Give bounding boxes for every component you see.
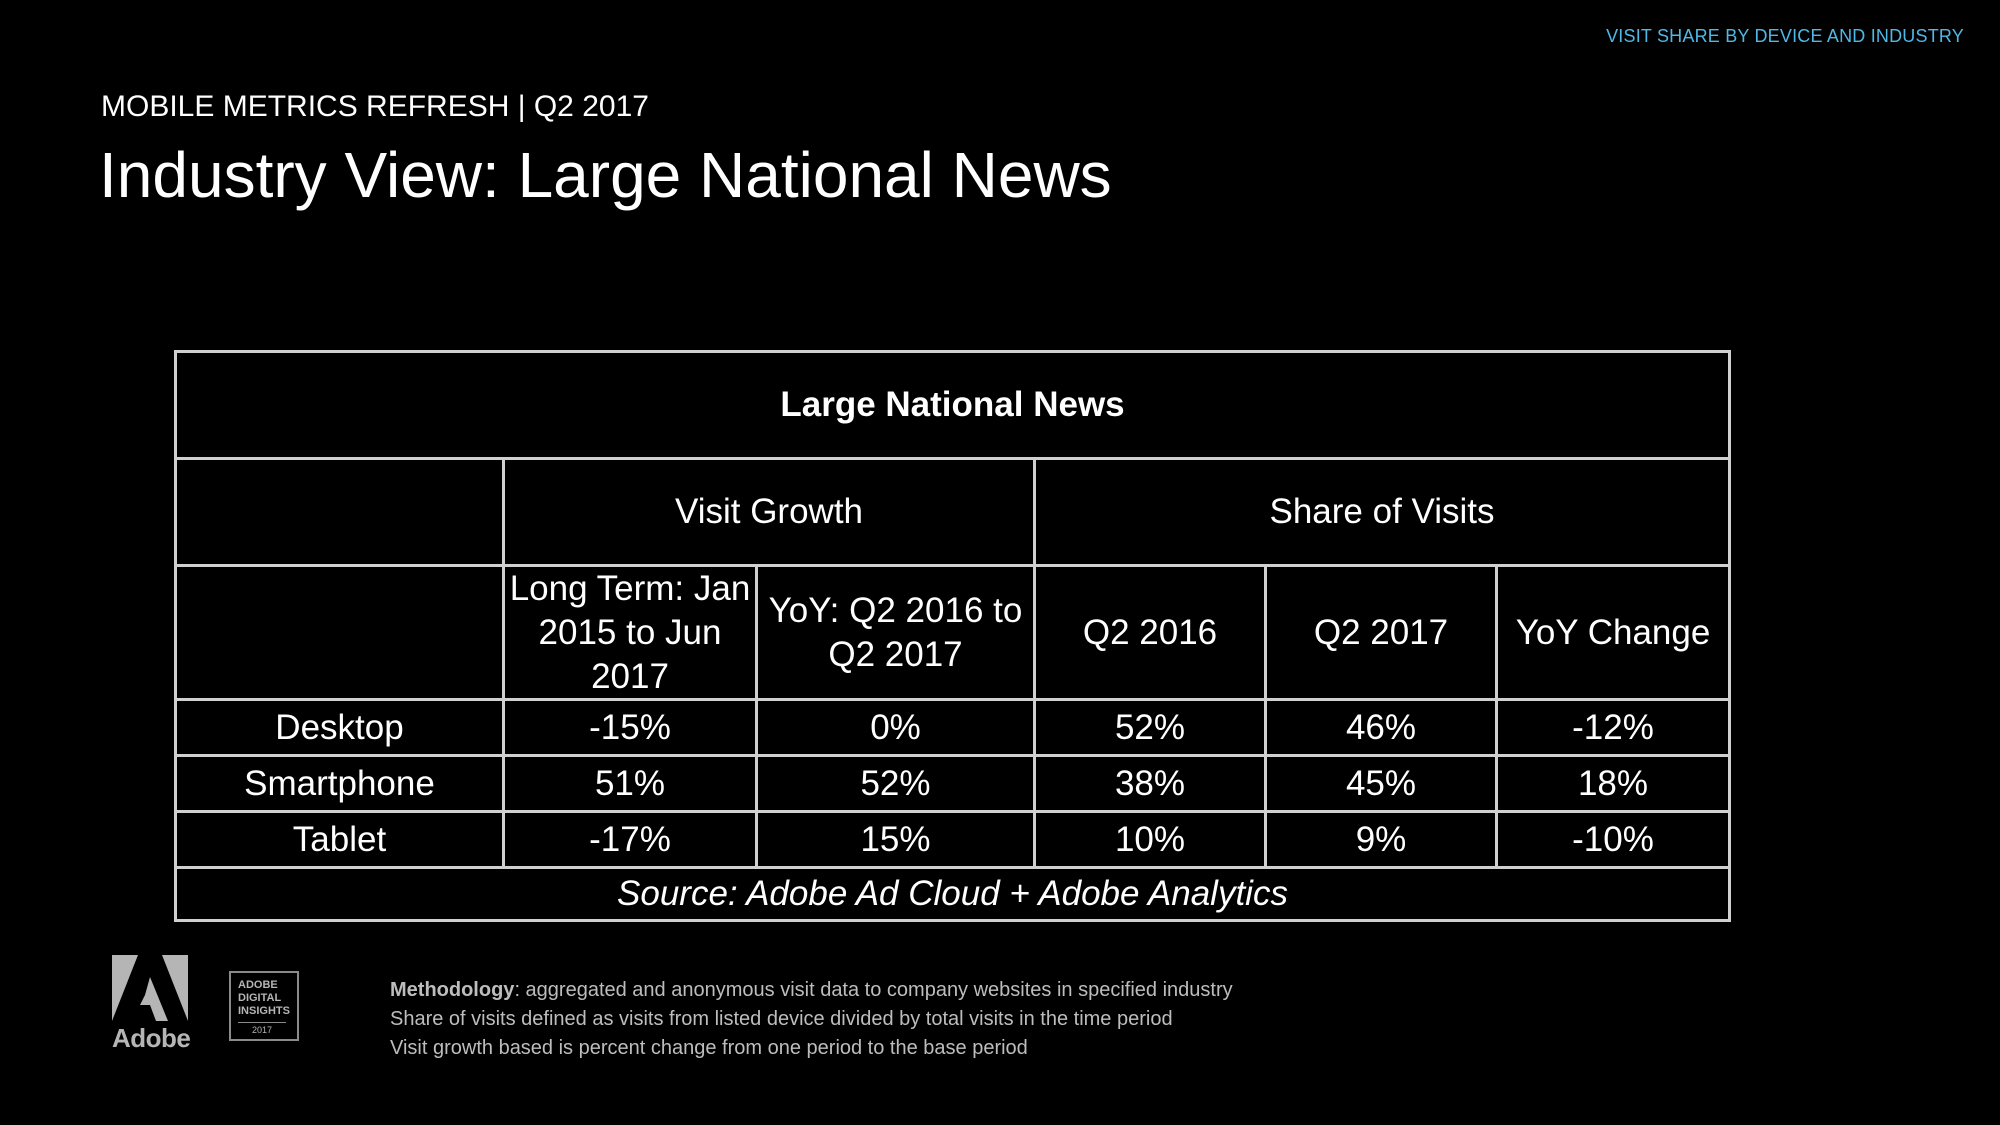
cell-q2-2017: 45% xyxy=(1264,754,1498,814)
methodology-text: : aggregated and anonymous visit data to… xyxy=(514,979,1233,1001)
row-label: Desktop xyxy=(174,698,505,758)
col-header-yoy-growth: YoY: Q2 2016 to Q2 2017 xyxy=(755,563,1036,702)
section-tag: VISIT SHARE BY DEVICE AND INDUSTRY xyxy=(1606,26,1964,46)
growth-definition-note: Visit growth based is percent change fro… xyxy=(390,1037,1028,1059)
adobe-logo-text: Adobe xyxy=(112,1023,191,1053)
table-row-desktop: Desktop -15% 0% 52% 46% -12% xyxy=(174,698,1732,758)
cell-q2-2017: 9% xyxy=(1264,810,1498,870)
cell-long-term: 51% xyxy=(502,754,758,814)
methodology-label: Methodology xyxy=(390,979,515,1001)
empty-header-cell xyxy=(174,457,505,567)
cell-yoy-growth: 0% xyxy=(755,698,1036,758)
table-row-smartphone: Smartphone 51% 52% 38% 45% 18% xyxy=(174,754,1732,814)
methodology-line: Methodology: aggregated and anonymous vi… xyxy=(390,976,1233,1005)
cell-yoy-change: -10% xyxy=(1494,810,1732,870)
eyebrow-label: MOBILE METRICS REFRESH | Q2 2017 xyxy=(101,90,649,123)
cell-yoy-growth: 52% xyxy=(755,754,1036,814)
cell-q2-2016: 10% xyxy=(1033,810,1267,870)
badge-line: INSIGHTS xyxy=(238,1005,290,1017)
cell-yoy-growth: 15% xyxy=(755,810,1036,870)
cell-long-term: -17% xyxy=(502,810,758,870)
group-header-visit-growth: Visit Growth xyxy=(502,457,1036,567)
cell-q2-2017: 46% xyxy=(1264,698,1498,758)
adobe-logo-icon xyxy=(112,955,188,1021)
badge-year: 2017 xyxy=(238,1022,286,1035)
table-row-tablet: Tablet -17% 15% 10% 9% -10% xyxy=(174,810,1732,870)
methodology-notes: Methodology: aggregated and anonymous vi… xyxy=(390,976,1233,1063)
col-header-yoy-change: YoY Change xyxy=(1494,563,1732,702)
cell-yoy-change: -12% xyxy=(1494,698,1732,758)
cell-q2-2016: 38% xyxy=(1033,754,1267,814)
cell-q2-2016: 52% xyxy=(1033,698,1267,758)
col-header-long-term: Long Term: Jan 2015 to Jun 2017 xyxy=(502,563,758,702)
badge-line: ADOBE xyxy=(238,979,278,991)
adobe-digital-insights-badge: ADOBE DIGITAL INSIGHTS 2017 xyxy=(229,971,299,1041)
page-title: Industry View: Large National News xyxy=(99,139,1112,211)
col-header-q2-2016: Q2 2016 xyxy=(1033,563,1267,702)
group-header-share-of-visits: Share of Visits xyxy=(1032,457,1732,567)
adobe-logo: Adobe xyxy=(112,955,191,1054)
empty-subheader-cell xyxy=(174,563,505,702)
cell-yoy-change: 18% xyxy=(1494,754,1732,814)
badge-line: DIGITAL xyxy=(238,992,282,1004)
table-title: Large National News xyxy=(173,350,1732,460)
share-definition-note: Share of visits defined as visits from l… xyxy=(390,1008,1173,1030)
cell-long-term: -15% xyxy=(502,698,758,758)
source-note: Source: Adobe Ad Cloud + Adobe Analytics xyxy=(173,866,1732,923)
col-header-q2-2017: Q2 2017 xyxy=(1264,563,1498,702)
device-share-table: Large National News Visit Growth Share o… xyxy=(173,350,1732,923)
row-label: Tablet xyxy=(174,810,505,870)
row-label: Smartphone xyxy=(174,754,505,814)
